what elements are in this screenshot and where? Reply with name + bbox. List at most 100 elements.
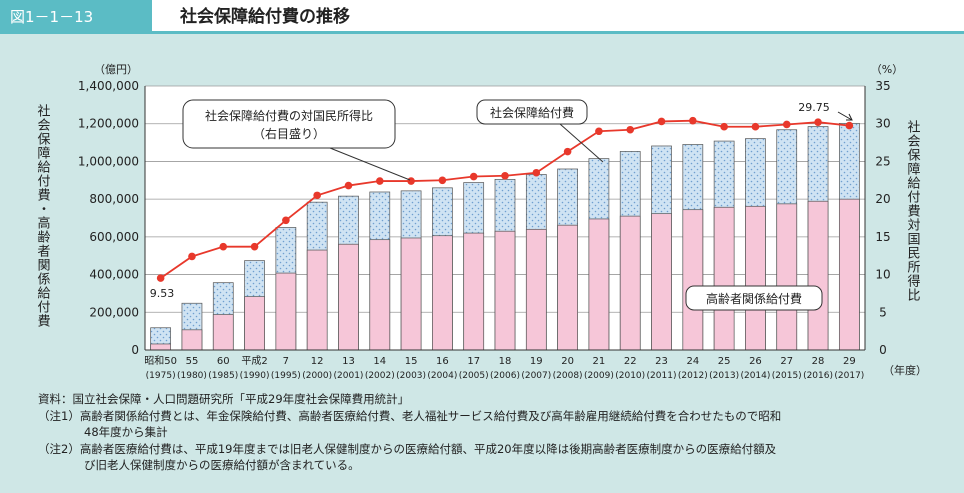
bar-elderly: [432, 235, 453, 351]
bar-elderly: [400, 237, 422, 351]
left-tick-label: 800,000: [89, 192, 139, 206]
left-tick-label: 400,000: [89, 268, 139, 282]
source-note: 資料：国立社会保障・人口問題研究所「平成29年度社会保障費用統計」: [38, 392, 410, 406]
x-tick-year: (1975): [146, 371, 176, 381]
x-tick-year: (1995): [271, 371, 301, 381]
left-tick-label: 600,000: [89, 230, 139, 244]
bar-elderly: [776, 203, 798, 351]
x-tick-label: 昭和50: [144, 355, 177, 367]
right-tick-label: 10: [875, 268, 890, 282]
x-tick-year: (2008): [553, 371, 583, 381]
bar-elderly: [807, 200, 829, 351]
ratio-point: [250, 242, 259, 251]
x-tick-year: (2013): [709, 371, 739, 381]
x-tick-label: 27: [780, 356, 793, 367]
x-tick-label: 平成2: [241, 355, 267, 367]
x-tick-label: 19: [530, 356, 543, 367]
ratio-point: [344, 181, 353, 190]
right-tick-label: 25: [875, 154, 890, 168]
ratio-point: [595, 127, 603, 136]
right-axis-title: 社会保障給付費対国民所得比: [905, 119, 921, 302]
left-tick-label: 0: [131, 343, 139, 357]
bar-elderly: [588, 218, 610, 351]
note2-line1: （注2）高齢者医療給付費は、平成19年度までは旧老人保健制度からの医療給付額、平…: [38, 441, 777, 456]
ratio-callout-line1: 社会保障給付費の対国民所得比: [205, 108, 373, 123]
ratio-point: [282, 216, 290, 225]
x-tick-label: 16: [436, 356, 449, 367]
x-tick-label: 21: [593, 356, 606, 367]
ratio-point: [313, 191, 321, 200]
bar-elderly: [212, 314, 234, 351]
ratio-point: [689, 116, 697, 125]
note1-line1: （注1）高齢者関係給付費とは、年金保険給付費、高齢者医療給付費、老人福祉サービス…: [38, 408, 782, 423]
bar-elderly: [651, 213, 672, 351]
x-tick-year: (2010): [615, 371, 645, 381]
ratio-point: [156, 274, 165, 282]
header: 図1－1－13 社会保障給付費の推移: [0, 0, 964, 34]
last-value-arrow: [837, 111, 853, 121]
x-tick-label: 18: [499, 356, 512, 367]
x-tick-label: 17: [467, 356, 480, 367]
note2-line2: び旧老人保健制度からの医療給付額が含まれている。: [84, 458, 360, 472]
x-tick-year: (2012): [678, 371, 708, 381]
elderly-callout-label: 高齢者関係給付費: [706, 291, 802, 306]
ratio-point: [626, 125, 635, 134]
total-callout-box: [476, 99, 588, 125]
ratio-point: [720, 122, 728, 131]
ratio-point: [219, 242, 228, 251]
x-tick-label: 55: [186, 356, 199, 367]
bar-elderly: [338, 243, 359, 351]
x-tick-label: 25: [718, 356, 731, 367]
x-tick-label: 12: [311, 356, 324, 367]
x-tick-label: 7: [283, 356, 289, 367]
x-tick-year: (1985): [208, 371, 238, 381]
bar-elderly: [275, 272, 297, 351]
ratio-point: [657, 117, 666, 126]
bar-elderly: [713, 206, 735, 351]
x-tick-label: 28: [812, 356, 825, 367]
ratio-callout-line2: （右目盛り）: [253, 126, 325, 141]
x-tick-label: 20: [561, 356, 574, 367]
bar-elderly: [306, 249, 328, 351]
bar-elderly: [682, 209, 704, 351]
bar-elderly: [557, 224, 578, 351]
x-tick-year: (2014): [740, 371, 770, 381]
x-tick-year: (2006): [490, 371, 520, 381]
x-tick-label: 14: [373, 356, 386, 367]
figure-number: 図1－1－13: [0, 0, 152, 34]
header-rule: [152, 31, 964, 34]
x-tick-year: (2017): [834, 371, 864, 381]
ratio-point: [438, 176, 447, 185]
x-tick-year: (2005): [459, 371, 489, 381]
ratio-point: [469, 172, 478, 181]
left-tick-label: 1,200,000: [78, 117, 139, 131]
ratio-callout-box: [182, 99, 396, 149]
notes: 資料：国立社会保障・人口問題研究所「平成29年度社会保障費用統計」 （注1）高齢…: [38, 391, 781, 474]
x-tick-label: 24: [686, 356, 699, 367]
chart: 0 0 200,000 5 400,000 10 600,000 15 800,000 20 1,0…: [35, 63, 928, 381]
x-axis-unit: （年度）: [883, 363, 927, 377]
ratio-point: [814, 118, 822, 127]
x-tick-year: (2016): [803, 371, 833, 381]
x-tick-label: 60: [217, 356, 230, 367]
total-callout-label: 社会保障給付費: [490, 105, 574, 120]
right-tick-label: 20: [875, 192, 890, 206]
ratio-point: [375, 177, 384, 185]
bar-elderly: [150, 343, 172, 351]
x-tick-year: (2000): [302, 371, 332, 381]
ratio-callout-leader: [329, 147, 411, 181]
x-tick-year: (2007): [521, 371, 551, 381]
x-tick-year: (2001): [334, 371, 364, 381]
ratio-point: [845, 121, 854, 130]
bar-elderly: [369, 239, 391, 351]
right-axis-unit: （%）: [871, 63, 903, 76]
x-tick-label: 29: [843, 356, 856, 367]
right-tick-label: 5: [879, 305, 887, 319]
figure-title: 社会保障給付費の推移: [180, 7, 350, 27]
left-tick-label: 200,000: [89, 305, 139, 319]
x-tick-year: (2009): [584, 371, 614, 381]
ratio-point: [563, 147, 572, 156]
x-tick-label: 15: [405, 356, 418, 367]
ratio-point: [782, 120, 791, 129]
bar-elderly: [838, 198, 860, 351]
